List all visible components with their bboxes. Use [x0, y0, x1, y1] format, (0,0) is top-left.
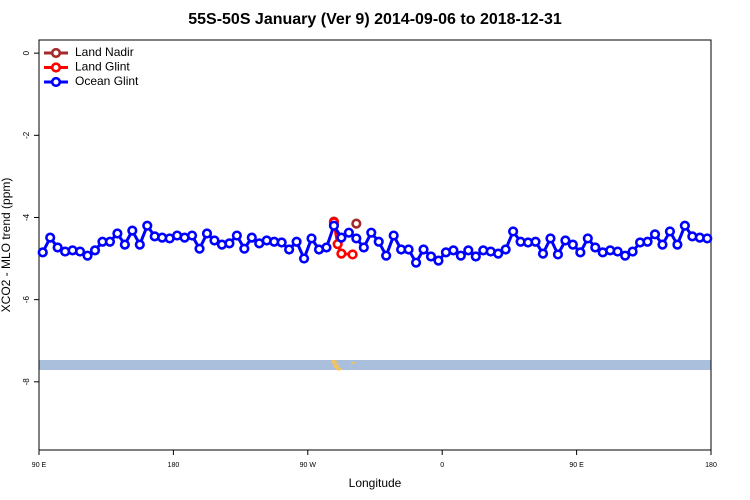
data-point [537, 248, 549, 259]
data-point [351, 233, 362, 244]
data-point [381, 250, 392, 261]
data-point [545, 233, 556, 244]
data-point [37, 247, 48, 258]
data-point [410, 257, 422, 268]
y-tick-label: -6 [22, 296, 31, 304]
data-point [642, 236, 653, 247]
data-point [620, 250, 631, 261]
data-point [119, 239, 130, 250]
data-point [112, 228, 123, 239]
data-point [679, 220, 690, 231]
data-point [590, 242, 601, 253]
legend-marker [50, 62, 62, 73]
data-point [358, 242, 369, 253]
data-point [186, 230, 198, 241]
x-axis-label: Longitude [349, 476, 402, 490]
data-point [347, 249, 358, 260]
data-point [470, 251, 481, 262]
coverage-dots [331, 360, 355, 371]
x-tick-label: 90 E [32, 462, 47, 469]
legend-label: Ocean Glint [75, 74, 139, 88]
data-point [201, 228, 213, 239]
legend-label: Land Glint [75, 60, 130, 74]
data-point [373, 236, 384, 247]
data-point [142, 220, 153, 231]
data-point [582, 233, 593, 244]
data-point [530, 236, 541, 247]
y-tick-label: -8 [22, 378, 31, 386]
data-point [627, 246, 638, 257]
data-point [194, 243, 205, 254]
data-point [567, 239, 578, 250]
data-point [343, 227, 354, 238]
data-point [702, 233, 713, 244]
coverage-band [39, 360, 711, 370]
data-point [351, 218, 362, 229]
data-point [448, 245, 459, 256]
data-point [425, 251, 437, 262]
data-point [104, 236, 116, 247]
data-point [455, 250, 466, 261]
data-point [82, 250, 93, 261]
data-point [336, 232, 347, 243]
data-point [403, 244, 414, 255]
data-point [134, 239, 145, 250]
legend-marker [50, 47, 62, 59]
data-point [284, 244, 295, 255]
data-point [366, 227, 377, 238]
data-point [508, 226, 519, 237]
data-point [52, 242, 63, 253]
data-point [298, 253, 310, 264]
data-point [612, 246, 623, 257]
data-point [328, 220, 340, 231]
data-point [672, 239, 683, 250]
data-point [493, 248, 504, 259]
legend-label: Land Nadir [75, 45, 134, 59]
x-tick-label: 90 W [300, 462, 317, 469]
data-point [560, 235, 571, 246]
data-point [388, 230, 399, 241]
data-point [657, 239, 668, 250]
data-point [552, 249, 564, 260]
data-point [239, 243, 250, 254]
data-point [463, 245, 474, 256]
data-point [127, 225, 138, 236]
data-point [89, 245, 101, 256]
data-point [664, 226, 676, 237]
data-point [418, 244, 429, 255]
y-tick-label: 0 [22, 50, 31, 55]
data-point [246, 232, 257, 243]
data-point [276, 237, 287, 248]
plot-frame [38, 39, 712, 451]
data-point [575, 247, 586, 258]
data-point [433, 255, 444, 266]
data-point [45, 232, 56, 243]
data-point [321, 242, 332, 253]
data-point [336, 248, 347, 259]
y-axis-label: XCO2 - MLO trend (ppm) [0, 178, 13, 313]
y-tick-label: -2 [22, 131, 31, 139]
legend-marker [50, 76, 62, 88]
data-point [306, 233, 317, 244]
data-point [209, 235, 220, 246]
y-tick-label: -4 [22, 213, 31, 221]
chart-title: 55S-50S January (Ver 9) 2014-09-06 to 20… [188, 11, 562, 28]
data-point [291, 236, 302, 247]
x-tick-label: 180 [168, 462, 180, 469]
x-tick-label: 90 E [569, 462, 584, 469]
data-point [500, 244, 511, 255]
data-point [224, 238, 235, 249]
x-tick-label: 0 [440, 462, 444, 469]
data-point [649, 229, 661, 240]
data-point [74, 246, 86, 257]
data-point [231, 230, 242, 241]
x-tick-label: 180 [705, 462, 717, 469]
